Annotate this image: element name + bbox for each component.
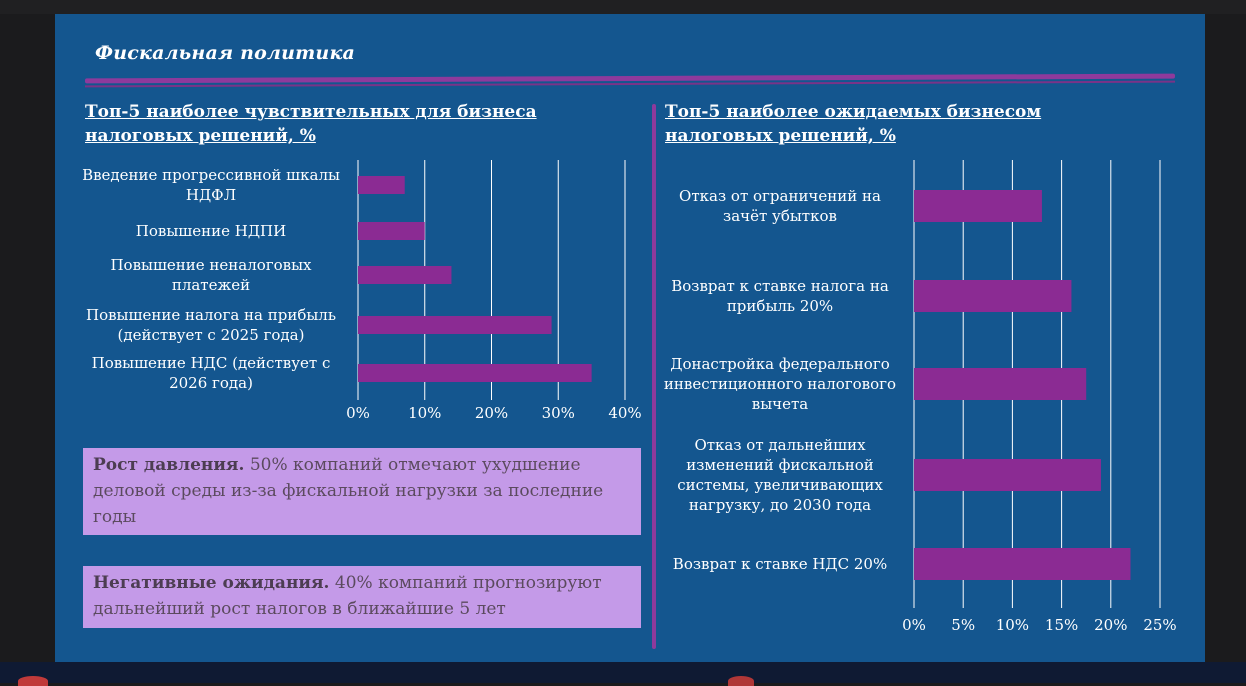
category-label: Повышение НДС (действует с 2026 года) [91,354,331,392]
bar [914,368,1087,400]
tick-label: 20% [475,404,508,422]
category-label: Повышение неналоговых платежей [110,256,312,294]
category-label: Возврат к ставке НДС 20% [672,555,888,573]
bar [358,266,452,284]
tick-label: 25% [1143,616,1176,634]
left-chart: 0% 10% 20% 30% 40% [346,160,642,422]
callout-negative-expectations: Негативные ожидания. 40% компаний прогно… [83,566,641,628]
window-top-bar [0,0,1246,14]
right-chart: 0% 5% 10% 15% 20% 25% [902,160,1177,634]
slide: Фискальная политика Топ-5 наиболее чувст… [55,14,1205,662]
column-divider [652,104,656,649]
tick-label: 20% [1094,616,1127,634]
category-label: Повышение налога на прибыль (действует с… [86,306,336,344]
category-label: Отказ от дальнейших изменений фискальной… [677,436,883,514]
bar [358,364,592,382]
bar [358,222,425,240]
tick-label: 40% [608,404,641,422]
bar [914,548,1131,580]
tick-label: 15% [1045,616,1078,634]
tick-label: 0% [902,616,926,634]
callout-text: 50% компаний отмечают ухудшение деловой … [93,455,604,527]
category-label: Введение прогрессивной шкалы НДФЛ [82,166,340,204]
tick-label: 5% [951,616,975,634]
bar [358,316,552,334]
category-label: Возврат к ставке налога на прибыль 20% [671,277,889,315]
category-label: Повышение НДПИ [135,222,287,240]
tick-label: 10% [996,616,1029,634]
tick-label: 30% [542,404,575,422]
bar [358,176,405,194]
bar [914,280,1072,312]
callout-bold: Рост давления. [93,455,245,475]
callout-pressure-growth: Рост давления. 50% компаний отмечают уху… [83,448,641,535]
bottom-decoration [18,676,48,686]
tick-label: 10% [408,404,441,422]
category-label: Отказ от ограничений на зачёт убытков [679,187,881,225]
slide-title: Фискальная политика [95,42,356,64]
left-chart-title: Топ-5 наиболее чувствительных для бизнес… [85,102,537,146]
bottom-decoration [728,676,754,686]
window-bottom-bar [0,662,1246,686]
callout-text: 40% компаний прогнозируют дальнейший рос… [93,573,602,619]
right-chart-title: Топ-5 наиболее ожидаемых бизнесом налого… [665,102,1042,146]
category-label: Донастройка федерального инвестиционного… [663,355,897,413]
callout-bold: Негативные ожидания. [93,573,330,593]
bar [914,190,1042,222]
tick-label: 0% [346,404,370,422]
bar [914,459,1101,491]
